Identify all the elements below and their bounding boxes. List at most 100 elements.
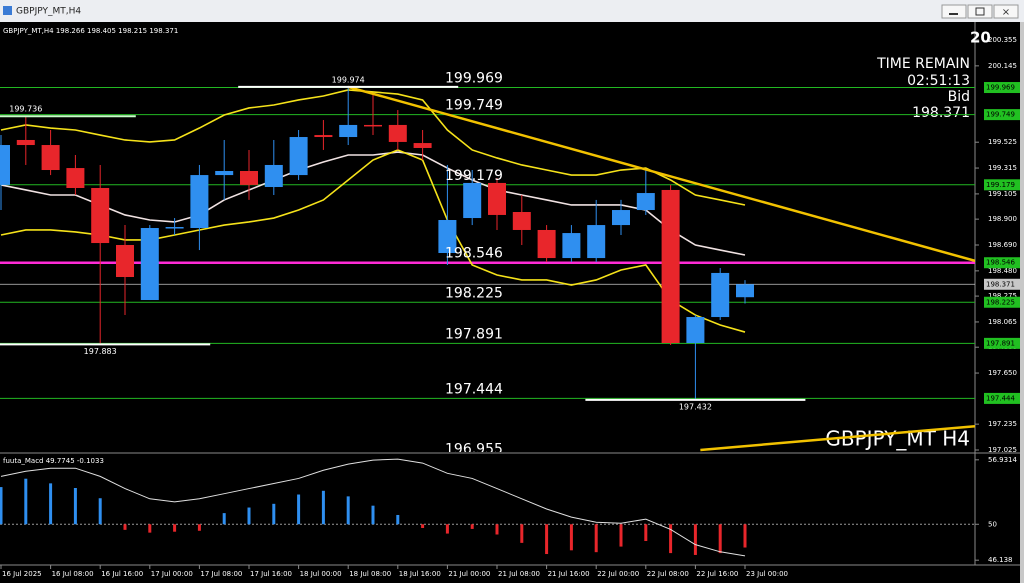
bid-price-box [984,278,1020,290]
level-price: 198.225 [986,298,1015,306]
candle-body [587,225,606,259]
x-tick-label: 21 Jul 16:00 [548,570,590,578]
candle-body [364,124,382,127]
macd-bar [718,524,722,554]
chart-header: GBPJPY_MT,H4 198.266 198.405 198.215 198… [3,27,178,35]
level-price-box [984,337,1020,349]
window-buttons: × [941,4,1019,19]
minimize-button[interactable] [941,4,967,19]
level-price-box [984,179,1020,191]
macd-bar [222,513,226,525]
x-tick-label: 16 Jul 2025 [2,570,42,578]
macd-bar [123,524,127,530]
bid-price: 198.371 [986,280,1015,288]
y-tick-label: 46.138 [988,556,1013,564]
macd-title: fuuta_Macd 49.7745 -0.1033 [3,457,104,465]
macd-bar [272,503,276,525]
title-bar [0,0,1024,22]
y-tick-label: 50 [988,520,997,528]
candle-body [686,317,705,344]
y-tick-label: 198.690 [988,241,1017,249]
price-mark-label: 199.974 [332,75,365,84]
macd-bar [396,514,400,525]
candle-body [612,210,630,226]
candle-body [636,193,655,211]
x-tick-label: 17 Jul 16:00 [250,570,292,578]
macd-bar [445,524,449,534]
y-tick-label: 198.065 [988,318,1017,326]
window-icon [3,6,12,15]
candle-body [661,189,680,344]
price-mark-label: 197.432 [679,402,712,411]
level-price-box [984,109,1020,121]
restore-button[interactable] [967,4,993,19]
macd-bar [297,494,301,525]
level-price-box [984,296,1020,308]
macd-bar [594,524,598,553]
macd-bar [0,487,3,525]
y-tick-label: 197.025 [988,446,1017,454]
bid-label: Bid [948,89,970,105]
candle-body [711,272,730,318]
price-panel: 199.974 199.736 197.883 197.432 199.969 199.7… [0,71,975,452]
candle-body [41,145,60,171]
candle-body [438,220,457,254]
candle-body [314,135,333,138]
candle-body [413,143,432,148]
candle-body [140,228,159,301]
macd-bar [619,524,623,547]
macd-bar [148,524,152,533]
macd-bar [371,505,375,525]
level-price: 198.546 [986,259,1015,267]
x-tick-label: 22 Jul 08:00 [647,570,689,578]
candle-body [215,171,234,176]
macd-bar [24,478,28,525]
candle-body [562,233,581,259]
symbol-watermark: GBPJPY_MT H4 [825,427,970,451]
macd-bar [470,524,474,529]
trendline [700,424,975,452]
level-price-box [984,82,1020,94]
macd-bar [98,498,102,525]
candle-body [512,212,531,230]
macd-bar [743,524,747,548]
macd-bar [569,524,573,551]
level-price: 199.969 [986,84,1015,92]
y-tick-label: 199.105 [988,190,1017,198]
level-label: 198.546 [445,246,503,262]
macd-bar [197,524,201,531]
x-tick-label: 16 Jul 08:00 [52,570,94,578]
level-label: 199.179 [445,168,503,184]
y-tick-label: 199.315 [988,164,1017,172]
macd-bar [247,507,251,525]
x-tick-label: 18 Jul 00:00 [300,570,342,578]
level-label: 199.969 [445,71,503,87]
x-tick-label: 17 Jul 08:00 [200,570,242,578]
y-tick-label: 198.900 [988,215,1017,223]
macd-bar [421,524,425,528]
price-mark-label: 197.883 [84,347,117,356]
candle-body [165,227,184,229]
close-button[interactable] [993,4,1019,19]
window-border [1020,22,1024,583]
x-tick-label: 22 Jul 16:00 [696,570,738,578]
candle-body [537,229,556,259]
candle-body [66,168,85,188]
x-tick-label: 21 Jul 08:00 [498,570,540,578]
y-tick-label: 200.145 [988,62,1017,70]
level-price-box [984,257,1020,269]
window-title: GBPJPY_MT,H4 [16,7,81,17]
candle-body [289,137,308,176]
level-label: 197.891 [445,326,503,342]
macd-bar [346,496,350,525]
macd-bar [644,524,648,542]
level-price: 197.891 [986,339,1015,347]
macd-bar [545,524,549,555]
y-tick-label: 197.650 [988,369,1017,377]
candle-body [264,164,283,188]
candle-body [339,124,358,138]
y-tick-label: 198.480 [988,267,1017,275]
level-price-box [984,392,1020,404]
